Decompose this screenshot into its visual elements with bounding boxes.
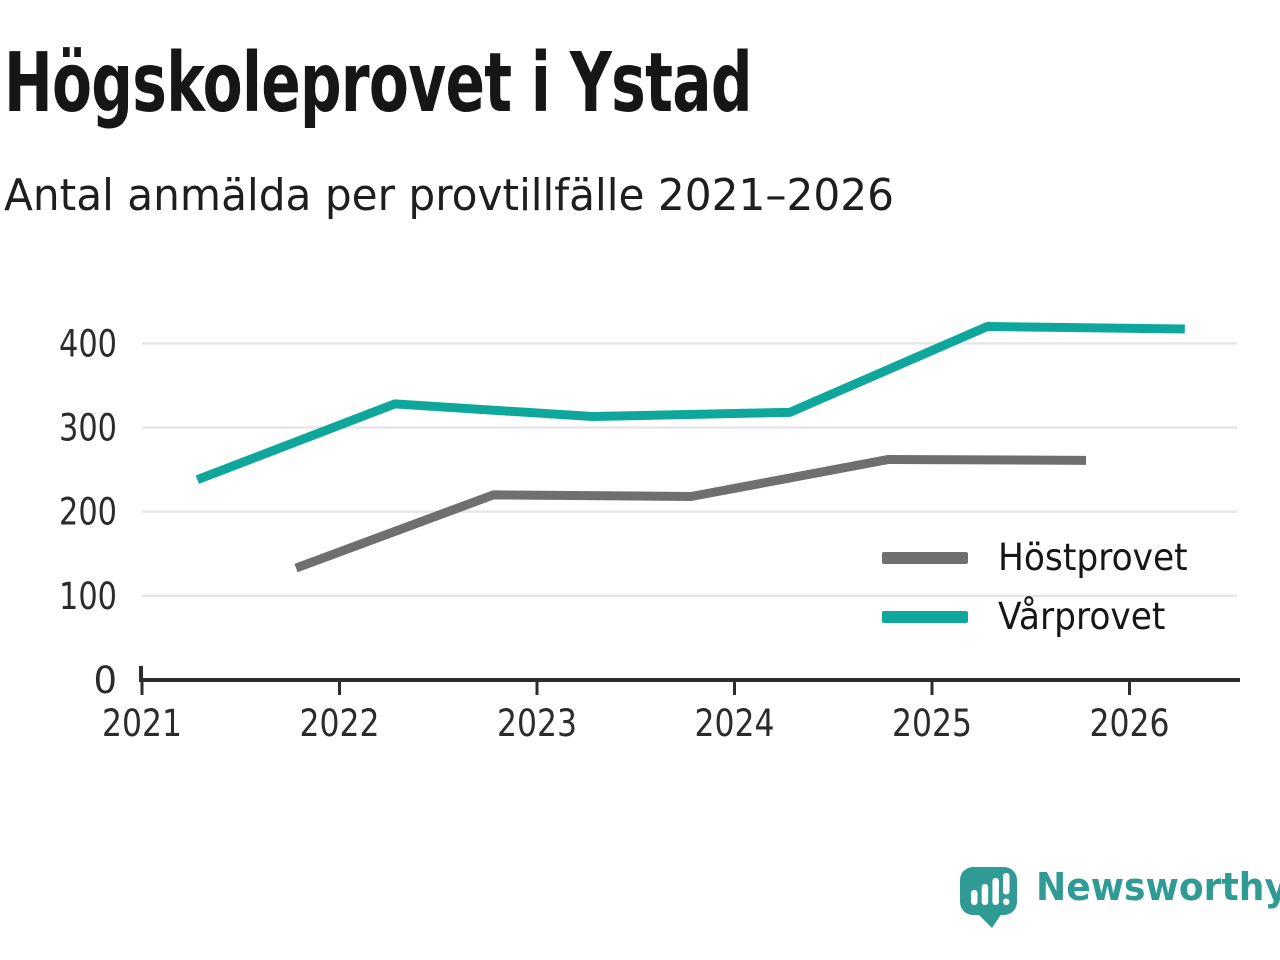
series-line-hostprovet xyxy=(294,454,1087,573)
y-axis-label: 300 xyxy=(59,406,117,449)
x-axis-label: 2024 xyxy=(695,702,775,745)
legend: Höstprovet Vårprovet xyxy=(882,528,1202,646)
x-axis-label: 2022 xyxy=(300,702,380,745)
legend-item-hostprovet: Höstprovet xyxy=(882,528,1202,587)
chart-title: Högskoleprovet i Ystad xyxy=(4,36,752,131)
legend-label-varprovet: Vårprovet xyxy=(998,595,1166,638)
x-axis-label: 2026 xyxy=(1090,702,1170,745)
y-axis-label: 0 xyxy=(93,659,117,702)
y-axis-label: 200 xyxy=(59,491,117,534)
legend-label-hostprovet: Höstprovet xyxy=(998,536,1188,579)
chart-subtitle: Antal anmälda per provtillfälle 2021–202… xyxy=(4,170,895,221)
x-axis-label: 2021 xyxy=(102,702,182,745)
x-axis-label: 2025 xyxy=(892,702,972,745)
series-line-varprovet xyxy=(195,321,1185,484)
legend-item-varprovet: Vårprovet xyxy=(882,587,1202,646)
x-axis-label: 2023 xyxy=(497,702,577,745)
y-axis-label: 400 xyxy=(59,322,117,365)
legend-swatch-varprovet xyxy=(882,610,968,623)
y-axis-label: 100 xyxy=(59,575,117,618)
legend-swatch-hostprovet xyxy=(882,551,968,564)
